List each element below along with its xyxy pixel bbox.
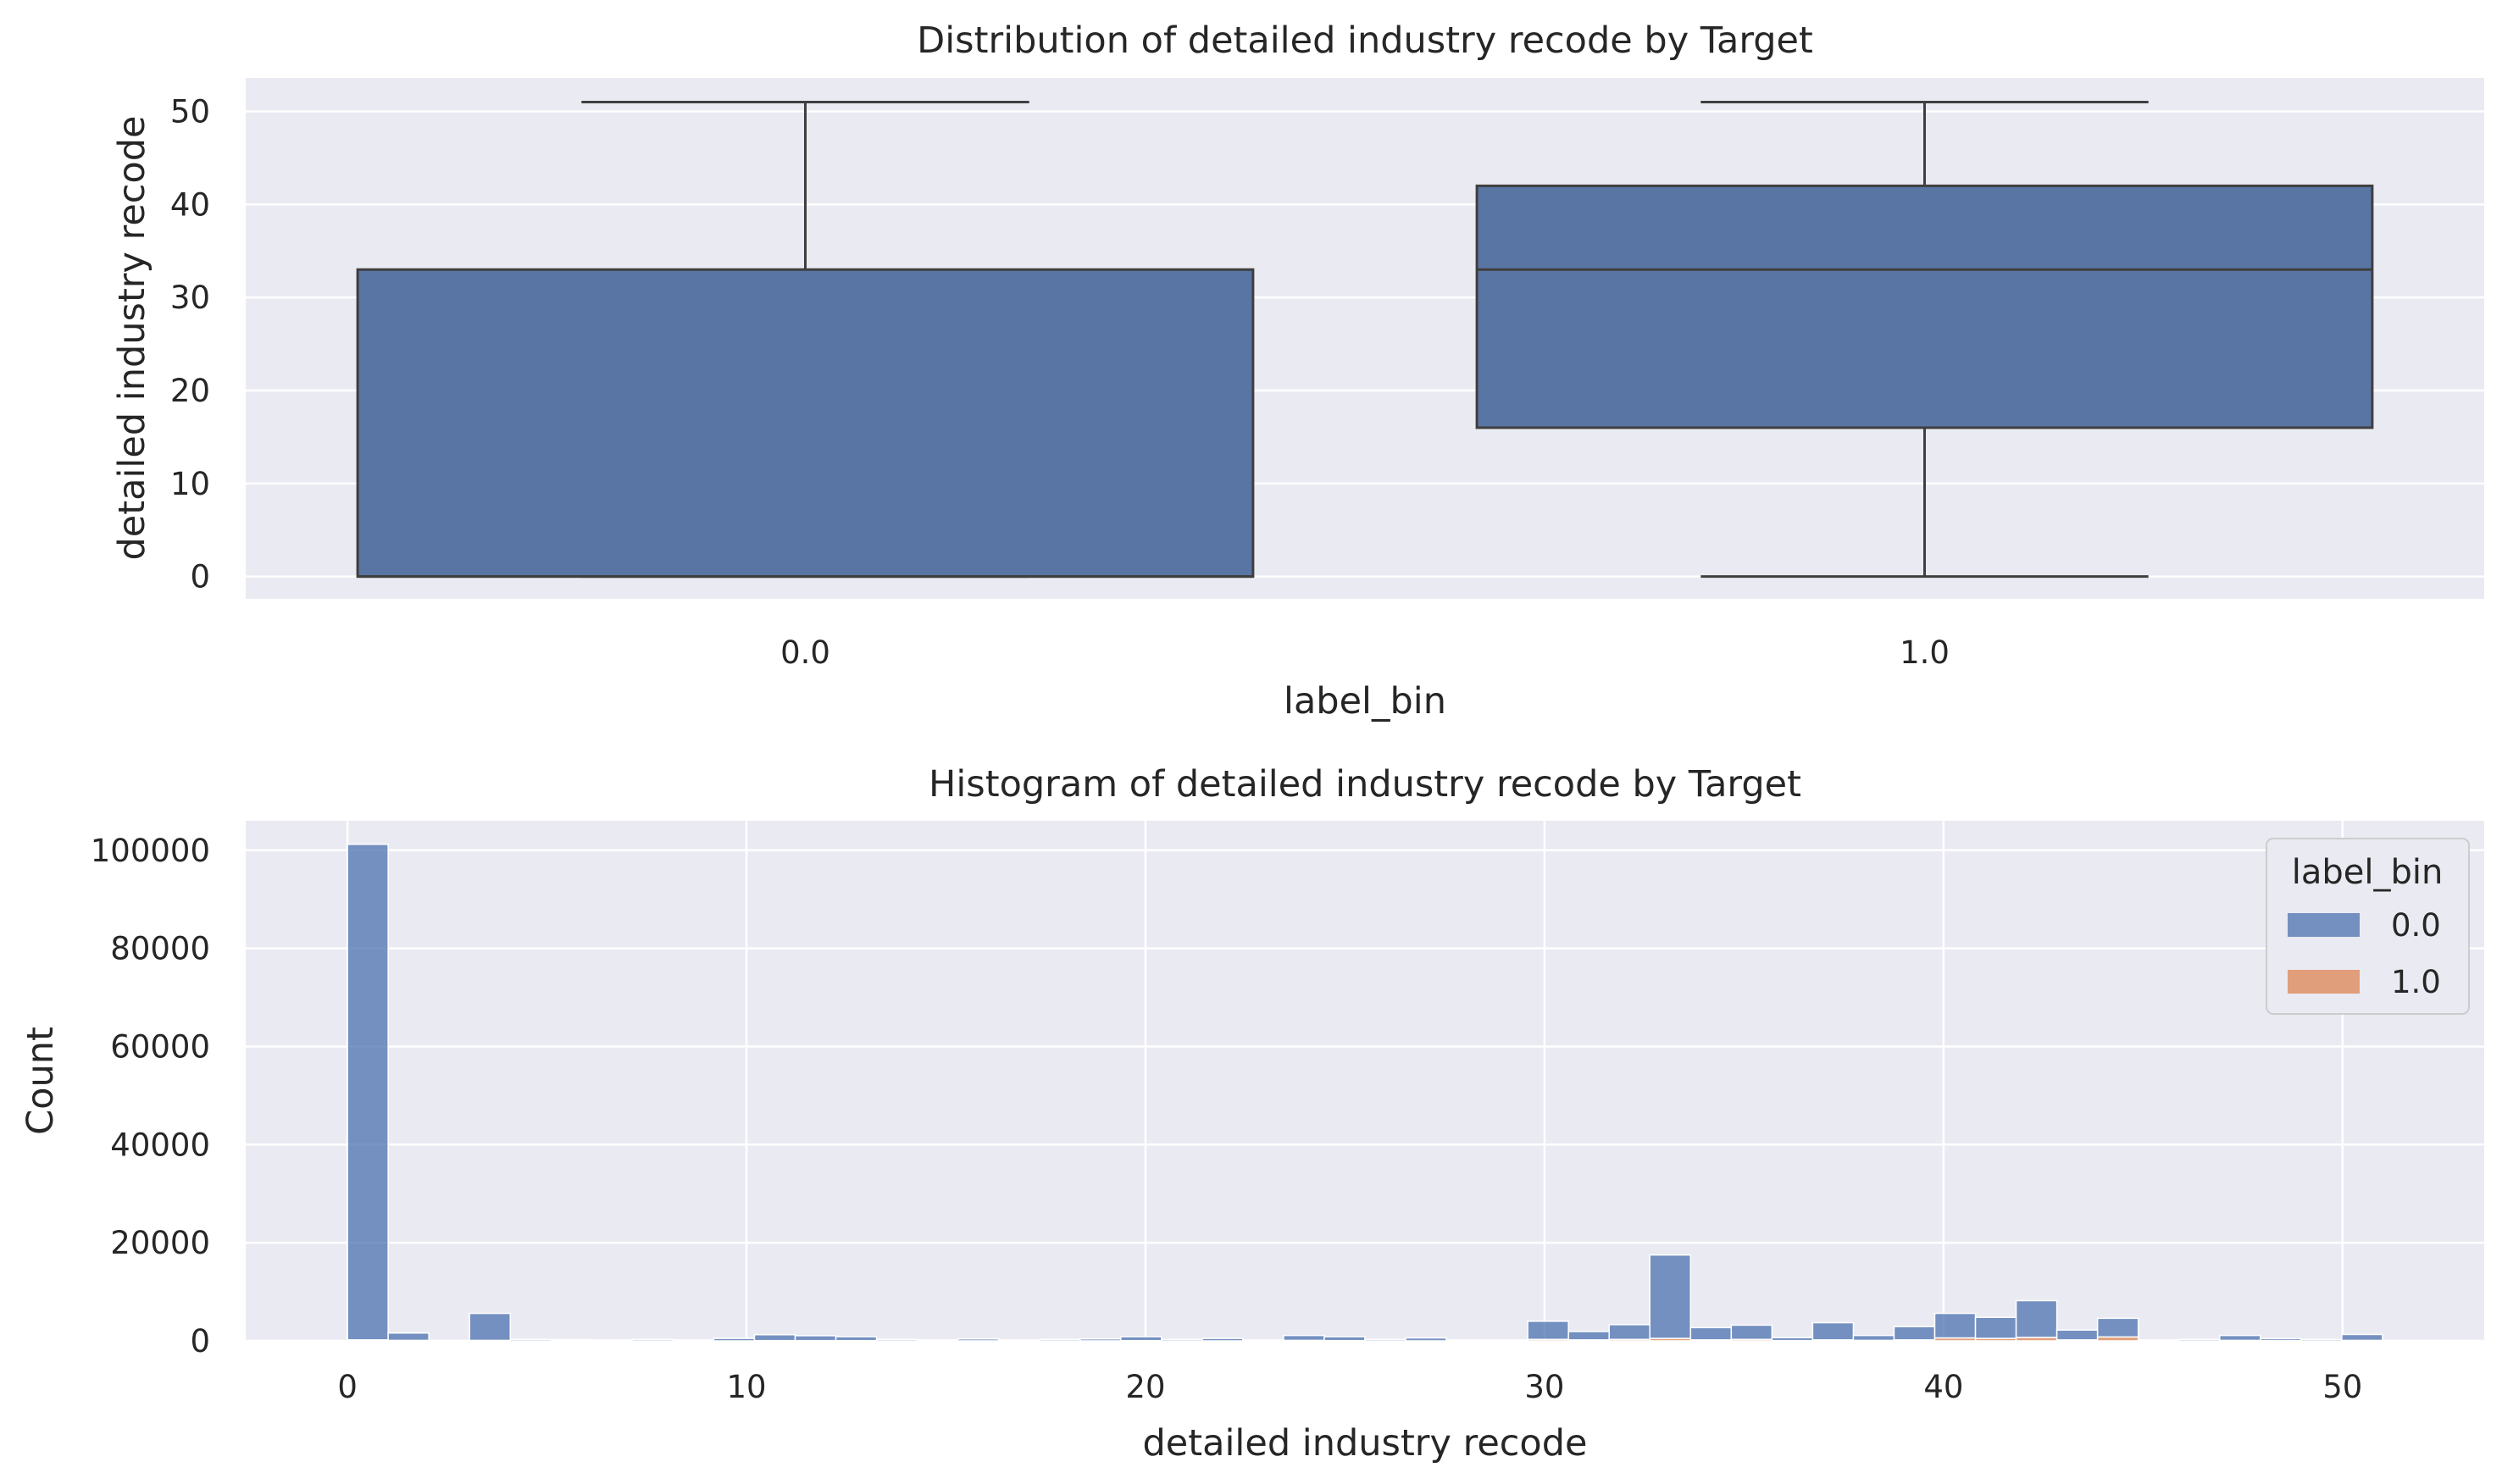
boxplot-x-tick-label: 0.0 [780, 634, 830, 671]
histogram-bar-label-0 [794, 1335, 837, 1342]
histogram-bar-label-0 [550, 1338, 593, 1342]
histogram-bar-label-0 [1689, 1326, 1733, 1341]
histogram-bar-label-0 [1527, 1321, 1569, 1341]
legend-swatch-1 [2288, 970, 2360, 994]
histogram-bar-label-0 [1242, 1339, 1284, 1342]
histogram-bar-label-0 [2300, 1338, 2343, 1342]
histogram-bar-label-0 [469, 1312, 511, 1342]
legend-label-0: 0.0 [2391, 907, 2441, 944]
histogram-bar-label-0 [1771, 1337, 1814, 1342]
histogram-y-axis-label: Count [19, 1027, 62, 1135]
histogram-bar-label-0 [387, 1332, 430, 1342]
boxplot-y-tick-label: 20 [170, 373, 210, 409]
histogram-bar-label-0 [1811, 1321, 1855, 1341]
histogram-title: Histogram of detailed industry recode by… [929, 763, 1801, 806]
boxplot-y-tick-label: 10 [170, 466, 210, 502]
histogram-bar-label-0 [1974, 1316, 2017, 1339]
legend-label-1: 1.0 [2391, 964, 2441, 1000]
histogram-bar-label-0 [1079, 1337, 1122, 1342]
histogram-bar-label-0 [672, 1339, 715, 1342]
boxplot-boxes [356, 101, 2374, 579]
histogram-bar-label-0 [509, 1338, 552, 1342]
histogram-bar-label-0 [631, 1338, 674, 1342]
histogram-bar-label-0 [1201, 1337, 1244, 1342]
histogram-legend: label_bin 0.0 1.0 [2266, 838, 2470, 1015]
histogram-y-tick-labels: 0 20000 40000 60000 80000 100000 [91, 833, 210, 1359]
histogram-y-tick-label: 20000 [110, 1225, 210, 1261]
histogram-bar-label-0 [1323, 1336, 1366, 1342]
boxplot-y-axis-label: detailed industry recode [111, 116, 153, 561]
histogram-bar-label-0 [2341, 1333, 2383, 1342]
boxplot-y-tick-label: 50 [170, 94, 210, 130]
histogram-bar-label-0 [1405, 1337, 1447, 1342]
boxplot-x-axis-label: label_bin [1284, 680, 1446, 723]
histogram-x-tick-label: 10 [726, 1369, 766, 1405]
histogram-bar-label-0 [1567, 1331, 1610, 1341]
boxplot-y-tick-label: 30 [170, 280, 210, 316]
histogram-x-tick-label: 20 [1125, 1369, 1165, 1405]
histogram-x-tick-label: 0 [337, 1369, 358, 1405]
histogram-bar-label-0 [2137, 1339, 2180, 1342]
legend-swatch-0 [2288, 913, 2360, 937]
histogram-bar-label-0 [875, 1338, 918, 1342]
histogram-bar-label-0 [2260, 1337, 2302, 1342]
boxplot-x-tick-labels: 0.0 1.0 [780, 634, 1950, 671]
histogram-bar-label-0 [347, 844, 389, 1341]
boxplot-box [356, 268, 1255, 579]
histogram-x-tick-label: 40 [1923, 1369, 1963, 1405]
histogram-x-axis-label: detailed industry recode [1143, 1422, 1588, 1465]
histogram-x-tick-label: 30 [1524, 1369, 1564, 1405]
histogram-bar-label-0 [1283, 1334, 1325, 1342]
histogram-bar-label-0 [1486, 1339, 1528, 1342]
histogram-bar-label-0 [2015, 1299, 2058, 1338]
histogram-bar-label-0 [2219, 1334, 2261, 1342]
histogram-bar-label-0 [1445, 1339, 1488, 1342]
histogram-y-tick-label: 60000 [110, 1028, 210, 1065]
histogram-panel: Histogram of detailed industry recode by… [19, 763, 2484, 1465]
boxplot-x-tick-label: 1.0 [1900, 634, 1950, 671]
histogram-bar-label-0 [2055, 1329, 2099, 1341]
legend-title: label_bin [2292, 853, 2444, 892]
histogram-plot-area [246, 821, 2484, 1341]
histogram-bar-label-0 [957, 1337, 1000, 1342]
histogram-x-tick-labels: 0 10 20 30 40 50 [337, 1369, 2362, 1405]
histogram-bar-label-0 [2096, 1317, 2139, 1338]
histogram-bar-label-0 [1038, 1338, 1081, 1342]
histogram-bar-label-0 [713, 1337, 756, 1342]
histogram-bar-label-0 [1120, 1336, 1162, 1342]
histogram-bar-label-0 [997, 1339, 1040, 1342]
histogram-bar-label-0 [2177, 1338, 2221, 1342]
histogram-y-tick-label: 40000 [110, 1127, 210, 1163]
histogram-x-tick-label: 50 [2322, 1369, 2362, 1405]
boxplot-box [1475, 184, 2374, 429]
histogram-bar-label-0 [591, 1339, 634, 1342]
histogram-bar-label-0 [1649, 1254, 1692, 1339]
histogram-y-tick-label: 80000 [110, 931, 210, 967]
histogram-bar-label-0 [1852, 1334, 1895, 1342]
histogram-bar-label-0 [916, 1339, 959, 1342]
histogram-bar-label-0 [428, 1339, 470, 1342]
histogram-y-tick-label: 100000 [91, 833, 210, 869]
histogram-bar-label-0 [835, 1336, 878, 1342]
histogram-bar-label-0 [1364, 1338, 1406, 1342]
histogram-bars [347, 844, 2383, 1342]
histogram-bar-label-0 [753, 1334, 796, 1342]
histogram-y-tick-label: 0 [190, 1323, 210, 1359]
histogram-bar-label-0 [1893, 1326, 1936, 1341]
histogram-bar-label-0 [1608, 1324, 1651, 1341]
boxplot-panel: Distribution of detailed industry recode… [111, 19, 2484, 723]
boxplot-y-tick-label: 40 [170, 186, 210, 223]
histogram-bar-label-0 [1730, 1324, 1773, 1341]
histogram-bar-label-0 [1933, 1312, 1977, 1339]
boxplot-y-tick-label: 0 [190, 559, 210, 595]
histogram-bar-label-0 [1161, 1338, 1203, 1342]
boxplot-y-tick-labels: 0 10 20 30 40 50 [170, 94, 210, 595]
boxplot-title: Distribution of detailed industry recode… [917, 19, 1813, 62]
